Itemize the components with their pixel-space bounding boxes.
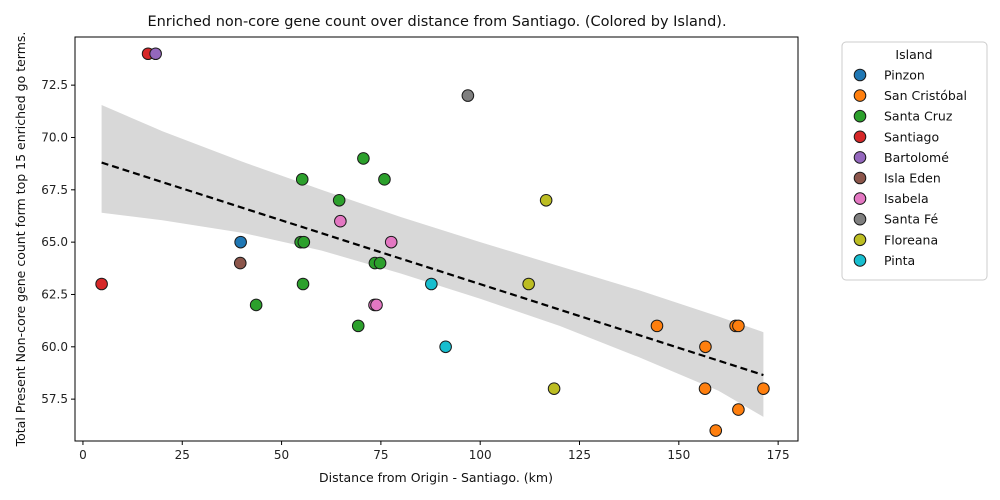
y-tick-label: 60.0 <box>41 340 68 354</box>
data-point-floreana-1 <box>522 277 535 291</box>
y-tick-label: 67.5 <box>41 183 68 197</box>
legend-marker-isabela <box>853 192 867 205</box>
legend-marker-isla-eden <box>853 171 867 185</box>
data-point-santa-cruz-10 <box>351 319 365 333</box>
x-tick-label: 100 <box>469 448 492 462</box>
data-point-pinzon-0 <box>234 235 247 249</box>
data-point-san-crist-bal-6 <box>732 403 745 416</box>
legend-label-pinzon: Pinzon <box>884 68 925 83</box>
legend-marker-bartolom- <box>853 151 867 164</box>
data-point-bartolom--0 <box>149 47 162 61</box>
y-tick-label: 62.5 <box>41 287 68 301</box>
y-tick-label: 57.5 <box>41 392 68 406</box>
legend-marker-santiago <box>853 130 867 144</box>
data-point-santa-cruz-2 <box>378 173 391 186</box>
data-point-isla-eden-0 <box>233 256 247 270</box>
data-point-santa-cruz-7 <box>373 256 387 270</box>
y-tick-label: 65.0 <box>41 235 68 249</box>
data-point-san-crist-bal-2 <box>732 319 745 333</box>
legend-marker-santa-cruz <box>853 109 867 123</box>
confidence-band-layer <box>101 105 764 417</box>
y-axis-label: Total Present Non-core gene count form t… <box>13 32 28 448</box>
data-point-pinta-1 <box>439 340 452 354</box>
legend-label-isabela: Isabela <box>884 191 929 206</box>
legend-title: Island <box>895 47 932 62</box>
data-point-san-crist-bal-3 <box>699 340 712 354</box>
y-ticks: 57.5 60.0 62.5 65.0 67.5 70.0 72.5 <box>41 78 75 406</box>
x-tick-label: 50 <box>274 448 289 462</box>
x-ticks: 0 25 50 75 100 125 150 175 <box>79 441 790 462</box>
data-point-pinta-0 <box>425 277 438 291</box>
data-point-san-crist-bal-4 <box>698 382 712 395</box>
data-point-isabela-3 <box>370 298 383 312</box>
legend-label-pinta: Pinta <box>884 253 915 268</box>
y-tick-label: 72.5 <box>41 78 68 92</box>
data-point-santa-cruz-1 <box>295 173 309 186</box>
data-point-santa-cruz-0 <box>357 152 370 165</box>
data-point-isabela-0 <box>334 214 347 228</box>
legend: Island Pinzon San Cristóbal Santa Cruz Sant… <box>841 41 988 281</box>
data-point-santa-f--0 <box>461 89 475 102</box>
y-tick-label: 70.0 <box>41 130 68 144</box>
chart-title: Enriched non-core gene count over distan… <box>147 14 726 30</box>
regression-line-layer <box>101 161 764 377</box>
legend-label-santa-f-: Santa Fé <box>884 212 939 227</box>
plot-frame <box>74 36 799 442</box>
data-point-san-crist-bal-7 <box>709 424 723 437</box>
x-tick-label: 150 <box>667 448 690 462</box>
x-tick-label: 25 <box>175 448 190 462</box>
legend-marker-pinta <box>853 254 867 267</box>
data-point-santiago-1 <box>95 277 108 291</box>
legend-label-bartolom-: Bartolomé <box>884 150 949 165</box>
legend-label-santa-cruz: Santa Cruz <box>884 109 953 124</box>
data-point-floreana-2 <box>547 382 561 395</box>
data-point-santa-cruz-8 <box>296 277 310 291</box>
legend-marker-floreana <box>853 233 867 247</box>
regression-line <box>101 161 764 377</box>
legend-marker-pinzon <box>853 68 867 82</box>
data-point-san-crist-bal-0 <box>650 319 664 333</box>
legend-label-floreana: Floreana <box>884 232 938 247</box>
legend-label-san-crist-bal: San Cristóbal <box>884 88 967 103</box>
x-axis-label: Distance from Origin - Santiago. (km) <box>319 470 553 485</box>
x-tick-label: 125 <box>568 448 591 462</box>
legend-items: Pinzon San Cristóbal Santa Cruz Santiago Bar… <box>853 68 967 268</box>
data-point-isabela-1 <box>384 235 398 249</box>
x-tick-label: 175 <box>767 448 790 462</box>
legend-marker-san-crist-bal <box>853 89 867 102</box>
legend-label-santiago: Santiago <box>884 129 939 144</box>
legend-marker-santa-f- <box>853 212 867 226</box>
data-point-san-crist-bal-5 <box>757 382 770 395</box>
x-tick-label: 0 <box>79 448 87 462</box>
data-point-santa-cruz-3 <box>332 193 346 207</box>
legend-frame <box>841 41 988 281</box>
confidence-band <box>101 105 764 417</box>
data-point-floreana-0 <box>539 193 553 207</box>
scatter-points-layer <box>95 47 770 437</box>
legend-label-isla-eden: Isla Eden <box>884 171 941 186</box>
data-point-santa-cruz-5 <box>297 235 311 249</box>
x-tick-label: 75 <box>373 448 388 462</box>
data-point-santa-cruz-9 <box>249 298 263 312</box>
